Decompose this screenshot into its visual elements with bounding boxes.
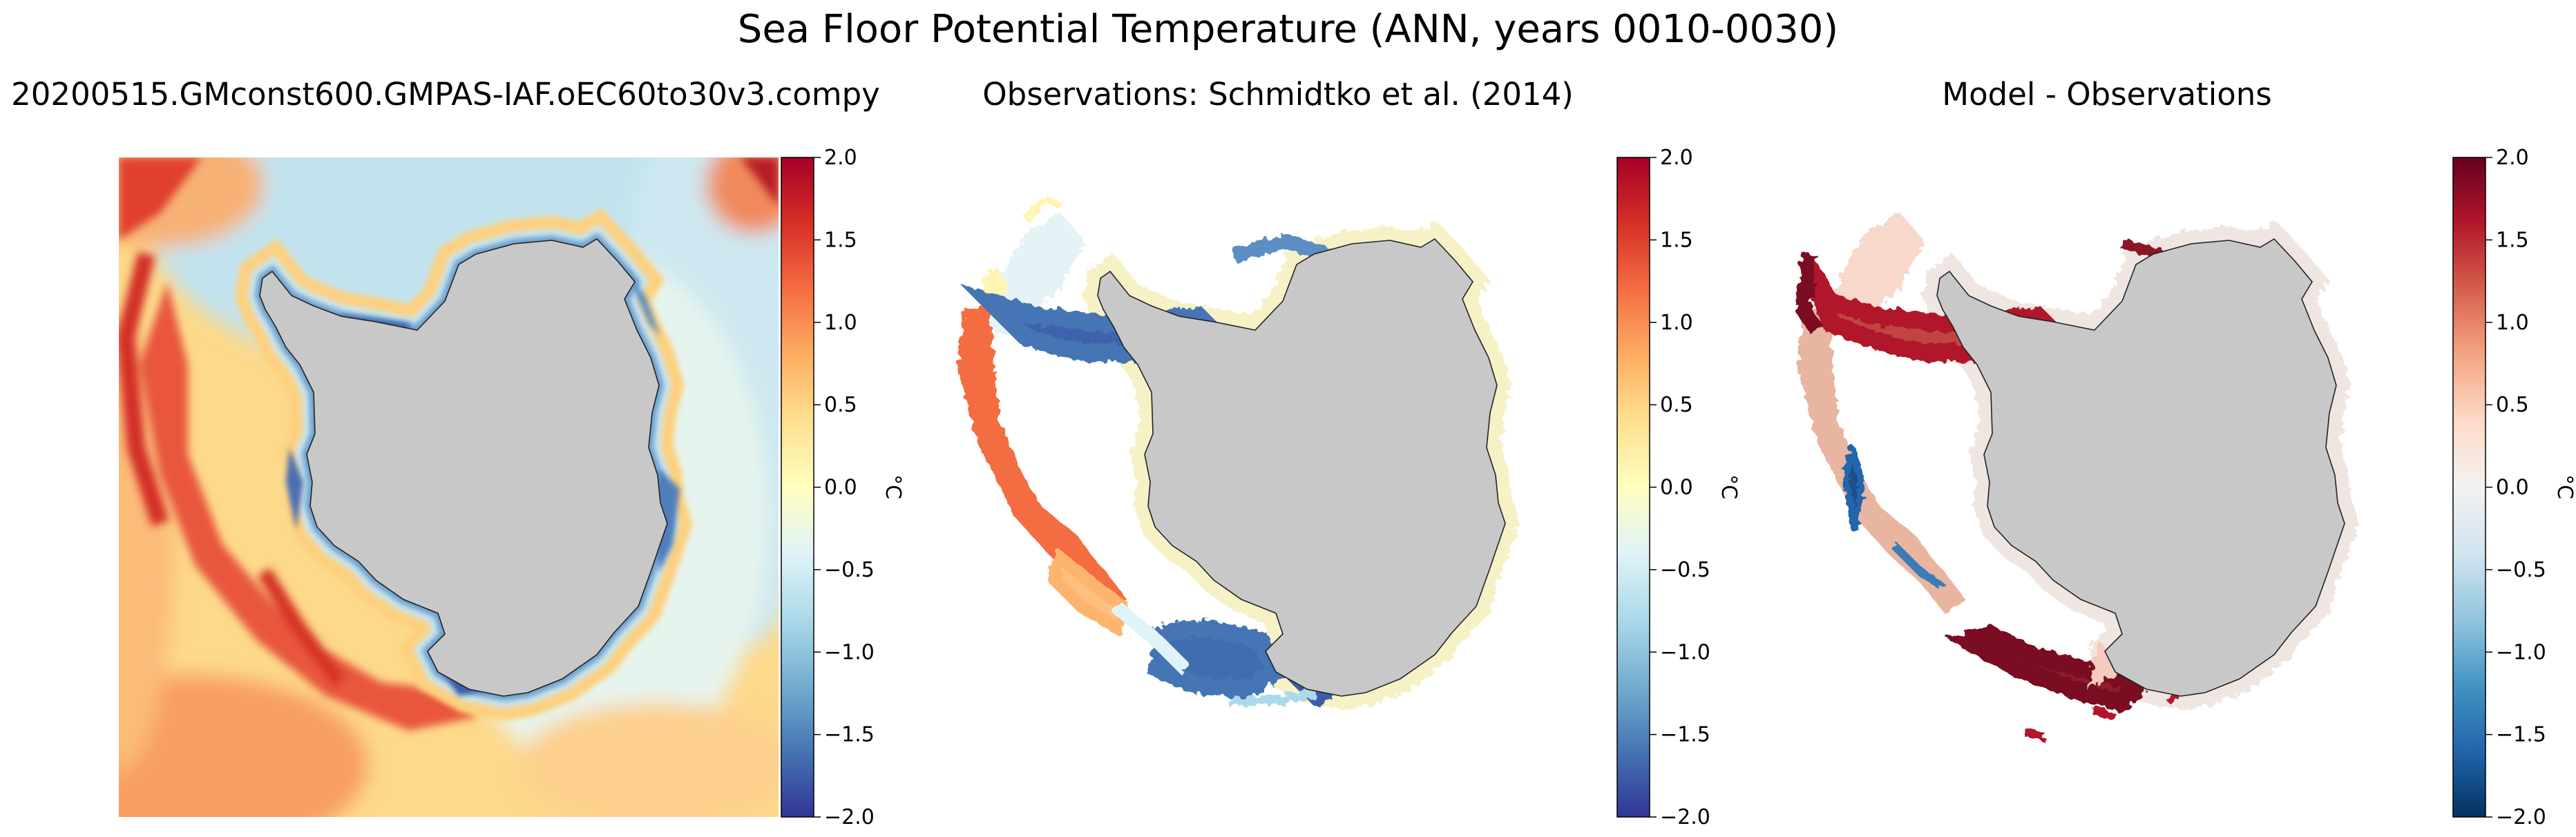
colorbar-2-unit: °C <box>1717 474 1741 499</box>
colorbar-2: 2.0 1.5 1.0 0.5 0.0 −0.5 −1.0 −1.5 −2.0 <box>1616 146 1710 829</box>
panel-1-map <box>119 157 779 817</box>
colorbar-3-tick-label: 1.5 <box>2496 228 2529 252</box>
colorbar-1-tick-label: 1.5 <box>824 228 857 252</box>
colorbar-3: 2.0 1.5 1.0 0.5 0.0 −0.5 −1.0 −1.5 −2.0 <box>2452 146 2546 829</box>
colorbar-2-tick-label: 2.0 <box>1660 146 1693 170</box>
panel-3-map <box>1795 213 2345 742</box>
colorbar-1-tick-label: −1.0 <box>824 640 875 664</box>
colorbar-2-tick-label: 1.5 <box>1660 228 1693 252</box>
panel-2-map <box>957 194 1505 703</box>
colorbar-3-tick-label: 0.0 <box>2496 476 2529 500</box>
colorbar-2-tick-label: 0.0 <box>1660 476 1693 500</box>
colorbar-3-tick-label: 2.0 <box>2496 146 2529 170</box>
colorbar-3-tick-label: 0.5 <box>2496 393 2529 417</box>
colorbar-2-tick-label: −1.0 <box>1660 640 1710 664</box>
colorbar-1-tick-label: −0.5 <box>824 558 875 582</box>
colorbar-3-tick-label: −1.5 <box>2496 723 2546 747</box>
colorbar-1-gradient <box>781 157 814 818</box>
colorbar-3-tick-label: 1.0 <box>2496 311 2529 335</box>
colorbar-1-tick-label: 2.0 <box>824 146 857 170</box>
colorbar-1-tick-label: 1.0 <box>824 311 857 335</box>
colorbar-3-tick-label: −1.0 <box>2496 640 2546 664</box>
colorbar-2-gradient <box>1616 157 1650 818</box>
colorbar-3-gradient <box>2452 157 2486 818</box>
colorbar-1-tick-label: 0.5 <box>824 393 857 417</box>
colorbar-3-unit: °C <box>2553 474 2576 499</box>
colorbar-2-tick-label: 0.5 <box>1660 393 1693 417</box>
colorbar-1-unit: °C <box>881 474 905 499</box>
panel-2-title: Observations: Schmidtko et al. (2014) <box>982 76 1574 113</box>
colorbar-3-tick-label: −0.5 <box>2496 558 2546 582</box>
colorbar-1-tick-label: −2.0 <box>824 805 875 829</box>
colorbar-2-tick-label: −0.5 <box>1660 558 1710 582</box>
figure-title: Sea Floor Potential Temperature (ANN, ye… <box>737 7 1839 52</box>
colorbar-3-tick-label: −2.0 <box>2496 805 2546 829</box>
panel-3-title: Model - Observations <box>1942 76 2272 113</box>
colorbar-2-tick-label: −2.0 <box>1660 805 1710 829</box>
colorbar-2-tick-label: 1.0 <box>1660 311 1693 335</box>
colorbar-2-tick-label: −1.5 <box>1660 723 1710 747</box>
colorbar-1-tick-label: 0.0 <box>824 476 857 500</box>
panel-1-title: 20200515.GMconst600.GMPAS-IAF.oEC60to30v… <box>11 76 880 113</box>
colorbar-1-tick-label: −1.5 <box>824 723 875 747</box>
colorbar-1: 2.0 1.5 1.0 0.5 0.0 −0.5 −1.0 −1.5 −2.0 <box>781 146 875 829</box>
